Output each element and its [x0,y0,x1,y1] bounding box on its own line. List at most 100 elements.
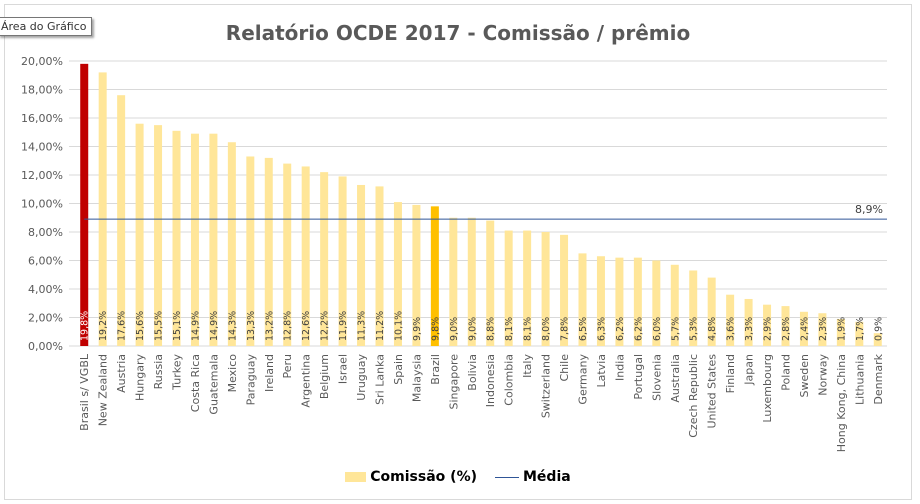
data-label: 17,6% [117,311,128,341]
y-tick-label: 8,00% [28,226,63,239]
legend-label-comissao: Comissão (%) [370,469,477,485]
data-label: 12,2% [320,311,331,341]
bar [338,176,347,346]
x-tick-label: Belgium [318,354,331,399]
data-label: 5,7% [670,317,681,341]
y-tick-label: 16,00% [21,112,63,125]
data-label: 0,9% [873,317,884,341]
y-tick-label: 4,00% [28,283,63,296]
x-tick-label: Hong Kong, China [835,354,848,452]
x-tick-label: Luxembourg [761,354,774,423]
data-label: 8,0% [541,317,552,341]
x-tick-label: Finland [724,354,737,393]
x-tick-label: Argentina [300,354,313,408]
bar [855,321,864,346]
data-label: 6,3% [596,317,607,341]
bar [578,253,587,346]
bar [430,206,439,346]
chart-plot: 0,00% 2,00% 4,00% 6,00% 8,00% 10,00% 12,00% 14,… [21,55,887,452]
data-label: 13,2% [264,311,275,341]
bar [744,298,753,346]
data-label: 13,3% [246,311,257,341]
bar [98,72,107,347]
bar [357,184,366,346]
data-label: 2,9% [763,317,774,341]
data-label: 19,8% [80,311,91,341]
x-tick-label: Poland [780,354,793,391]
bar [615,257,624,346]
bar [541,232,550,346]
data-label: 15,1% [172,311,183,341]
bar [449,217,458,346]
x-tick-label: Brazil [429,354,442,385]
chart-area-tooltip: Área do Gráfico [0,17,92,36]
data-label: 9,0% [467,317,478,341]
data-label: 15,6% [135,311,146,341]
bar [80,63,89,346]
data-label: 6,2% [615,317,626,341]
data-label: 12,8% [283,311,294,341]
data-label: 1,7% [855,317,866,341]
x-tick-label: Russia [152,354,165,389]
bar [190,133,199,346]
bar [154,125,163,346]
bar [560,234,569,346]
x-tick-label: India [613,354,626,381]
data-label: 14,9% [190,311,201,341]
y-tick-label: 12,00% [21,169,63,182]
x-tick-label: Australia [669,354,682,403]
x-tick-label: Brasil s/ VGBL [78,353,91,431]
y-tick-label: 20,00% [21,55,63,68]
data-label: 14,9% [209,311,220,341]
data-label: 11,2% [375,311,386,341]
data-label: 12,6% [301,311,312,341]
bar [320,172,329,346]
x-tick-label: Germany [577,354,590,405]
x-tick-label: Denmark [872,353,885,404]
data-label: 10,1% [393,311,404,341]
data-label: 3,3% [744,317,755,341]
bar [670,264,679,346]
data-label: 3,6% [726,317,737,341]
x-tick-label: Colombia [503,354,516,406]
data-label: 6,2% [633,317,644,341]
x-tick-label: Hungary [134,354,147,401]
bar [504,230,513,346]
legend: Comissão (%) Média [5,469,911,485]
bar [652,260,661,346]
data-label: 6,5% [578,317,589,341]
data-label: 11,9% [338,311,349,341]
x-tick-label: Japan [743,354,756,386]
bar [209,133,218,346]
y-tick-label: 6,00% [28,255,63,268]
bar [117,95,126,346]
data-label: 6,0% [652,317,663,341]
y-tick-label: 10,00% [21,198,63,211]
mean-label: 8,9% [855,203,883,216]
chart-title: Relatório OCDE 2017 - Comissão / prêmio [225,21,691,45]
bar [393,202,402,346]
x-tick-label: Ireland [263,354,276,392]
bar [523,230,532,346]
bar [689,270,698,346]
legend-swatch-line [495,476,519,478]
bar [633,257,642,346]
data-label: 8,8% [486,317,497,341]
y-tick-label: 0,00% [28,340,63,353]
chart-area[interactable]: Relatório OCDE 2017 - Comissão / prêmio … [4,4,912,500]
data-label: 15,5% [154,311,165,341]
bar [375,186,384,346]
x-tick-label: Indonesia [484,354,497,407]
x-tick-label: Spain [392,354,405,385]
bar [283,163,292,346]
bar [467,217,476,346]
bar [301,166,310,346]
bar [818,313,827,346]
x-tick-label: United States [706,354,719,429]
bar [412,204,421,346]
x-tick-label: Israel [337,354,350,384]
x-tick-label: Austria [115,354,128,393]
data-label: 4,8% [707,317,718,341]
data-label: 9,0% [449,317,460,341]
bar [873,333,882,346]
